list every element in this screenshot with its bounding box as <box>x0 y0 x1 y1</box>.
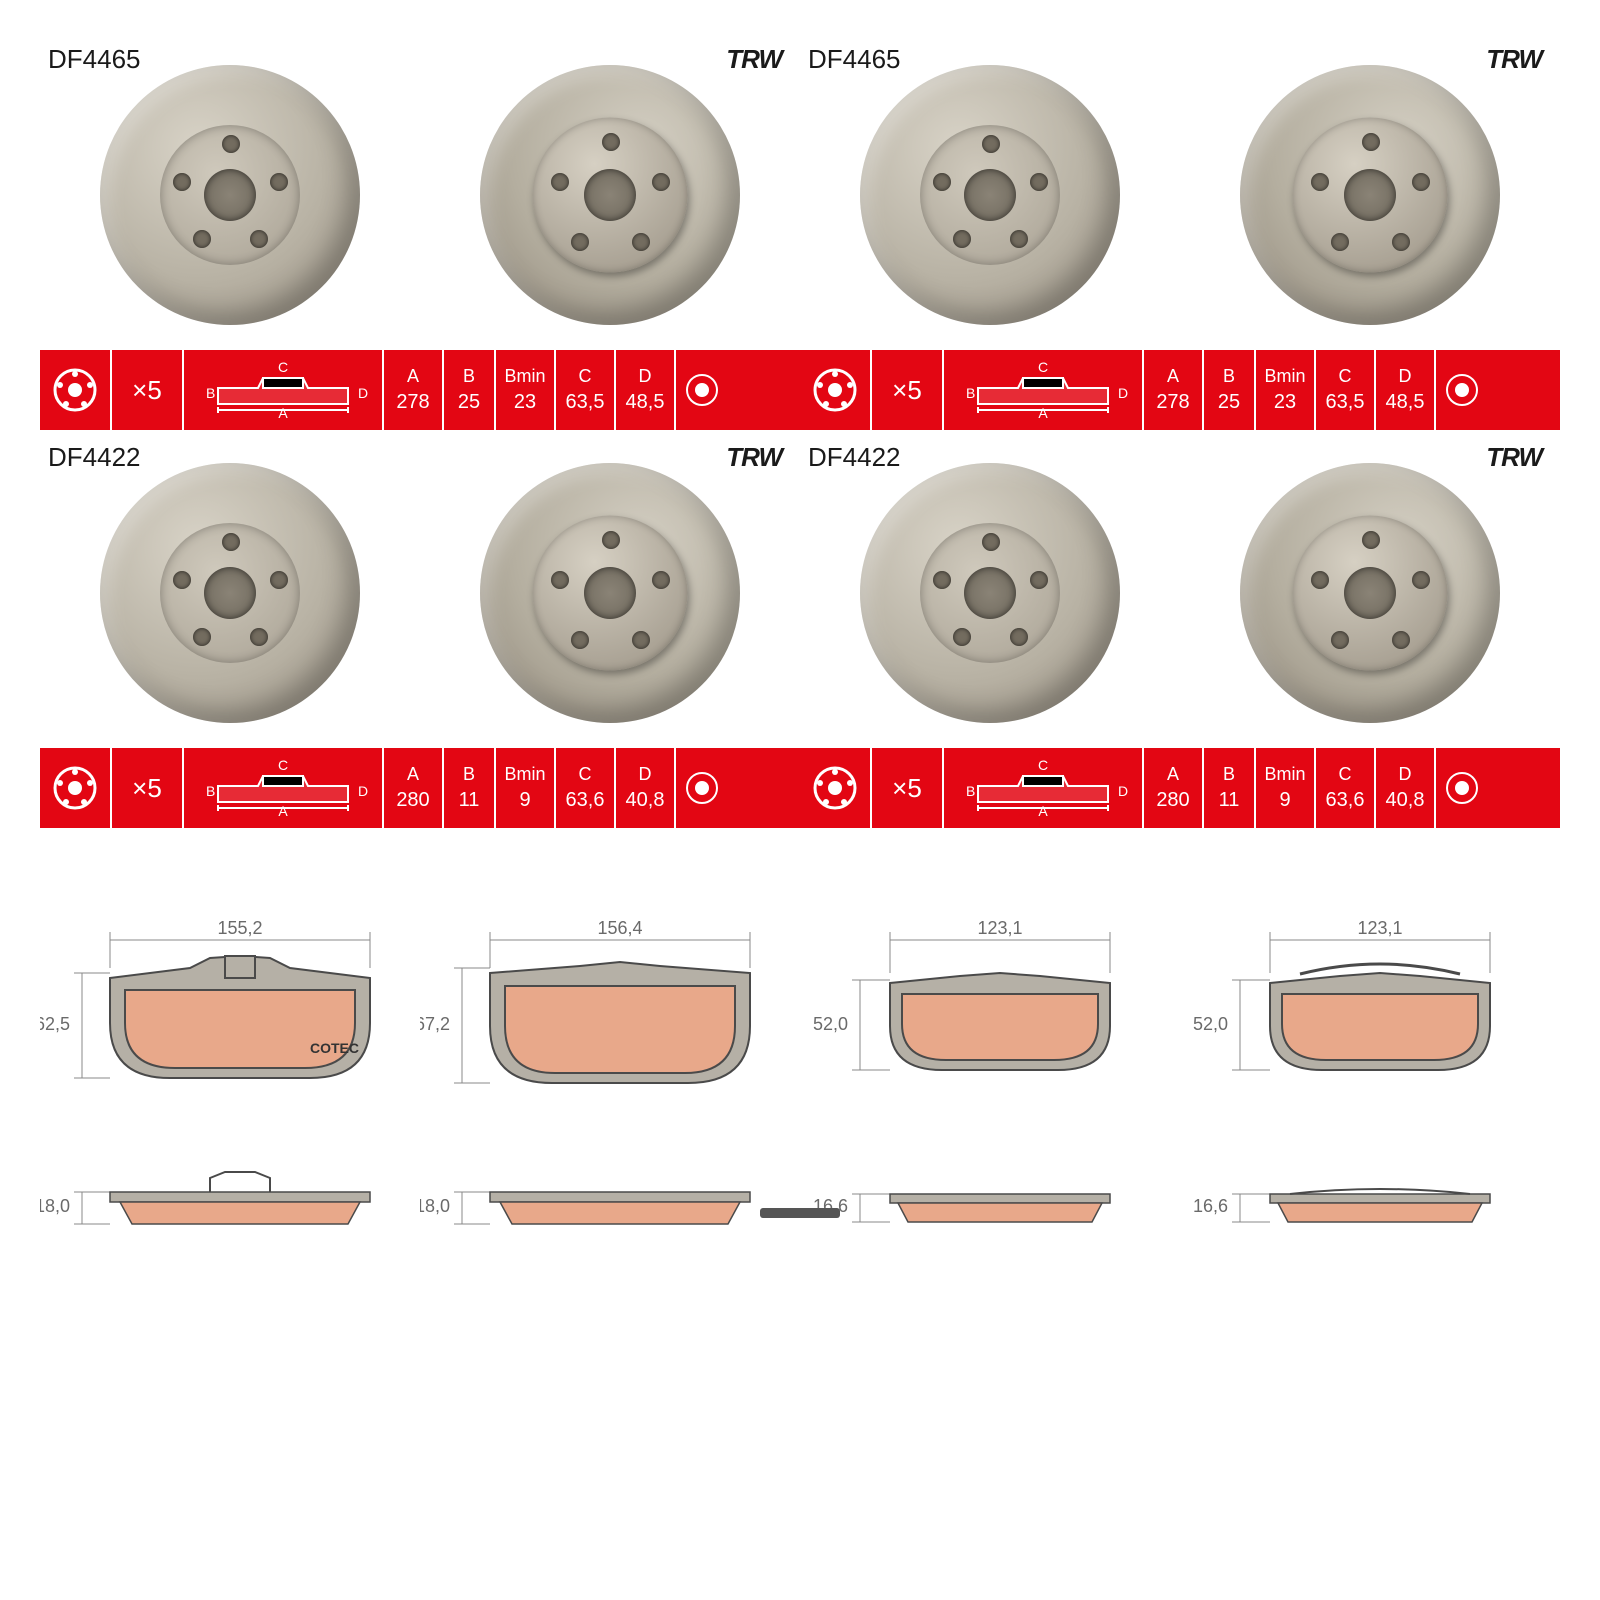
svg-text:123,1: 123,1 <box>1357 918 1402 938</box>
pad-thickness: 18,0 <box>40 1196 70 1216</box>
svg-text:B: B <box>206 385 215 401</box>
hat-profile-icon <box>1436 350 1488 430</box>
disc-pair-2a: DF4422 TRW <box>40 438 800 748</box>
svg-text:C: C <box>1038 757 1048 773</box>
svg-text:C: C <box>278 757 288 773</box>
brand-logo: TRW <box>726 442 782 473</box>
svg-text:C: C <box>1038 359 1048 375</box>
part-number: DF4465 <box>48 44 141 75</box>
pad-height: 62,5 <box>40 1014 70 1034</box>
handle-indicator <box>760 1208 840 1218</box>
disc-front-view <box>100 65 360 325</box>
spec-Bmin: Bmin 23 <box>496 350 556 430</box>
svg-text:67,2: 67,2 <box>420 1014 450 1034</box>
svg-text:123,1: 123,1 <box>977 918 1022 938</box>
pad-logo: COTEC <box>310 1040 359 1056</box>
part-number: DF4465 <box>808 44 901 75</box>
spec-D: D 48,5 <box>616 350 676 430</box>
spec-half: ×5 C B D A <box>40 350 800 430</box>
svg-text:B: B <box>966 783 975 799</box>
brand-logo: TRW <box>726 44 782 75</box>
disc-row-1: DF4465 TRW <box>40 40 1560 350</box>
svg-text:52,0: 52,0 <box>813 1014 848 1034</box>
disc-pair-1a: DF4465 TRW <box>40 40 800 350</box>
disc-pair-1b: DF4465 TRW <box>800 40 1560 350</box>
disc-front-view <box>100 463 360 723</box>
brake-pads-section: 155,2 62,5 COTEC <box>40 918 1560 1278</box>
bolt-pattern-icon <box>800 350 872 430</box>
pad-drawing-1: 155,2 62,5 COTEC <box>40 918 400 1278</box>
brand-logo: TRW <box>1486 44 1542 75</box>
svg-text:A: A <box>1038 803 1048 819</box>
cross-section-icon: C B D A <box>944 350 1144 430</box>
svg-text:A: A <box>278 803 288 819</box>
brand-logo: TRW <box>1486 442 1542 473</box>
svg-text:B: B <box>206 783 215 799</box>
disc-front-view <box>860 65 1120 325</box>
disc-back-view <box>1240 65 1500 325</box>
cross-section-icon: C B D A <box>184 350 384 430</box>
pad-drawing-3: 123,1 52,0 16,6 <box>800 918 1160 1278</box>
spec-C: C 63,5 <box>556 350 616 430</box>
disc-back-view <box>1240 463 1500 723</box>
spec-bar-1: ×5 C B D A <box>40 350 1560 430</box>
spec-A: A 278 <box>384 350 444 430</box>
svg-text:A: A <box>1038 405 1048 421</box>
svg-text:D: D <box>1118 385 1128 401</box>
svg-text:B: B <box>966 385 975 401</box>
disc-row-2: DF4422 TRW <box>40 438 1560 748</box>
disc-back-view <box>480 65 740 325</box>
pad-drawing-4: 123,1 52,0 16,6 <box>1180 918 1540 1278</box>
bolt-count: ×5 <box>872 350 944 430</box>
spec-B: B 25 <box>444 350 496 430</box>
svg-text:C: C <box>278 359 288 375</box>
part-number: DF4422 <box>48 442 141 473</box>
hat-profile-icon <box>676 350 728 430</box>
svg-text:D: D <box>358 385 368 401</box>
svg-text:D: D <box>358 783 368 799</box>
part-number: DF4422 <box>808 442 901 473</box>
svg-text:18,0: 18,0 <box>420 1196 450 1216</box>
bolt-count: ×5 <box>112 350 184 430</box>
disc-back-view <box>480 463 740 723</box>
svg-text:156,4: 156,4 <box>597 918 642 938</box>
disc-front-view <box>860 463 1120 723</box>
pad-width: 155,2 <box>217 918 262 938</box>
spec-half: ×5 C B D A <box>800 350 1560 430</box>
pad-drawing-2: 156,4 67,2 18,0 <box>420 918 780 1278</box>
spec-bar-2: ×5 CBDA A280 B11 Bmin9 C63,6 D40,8 ×5 CB… <box>40 748 1560 828</box>
svg-text:D: D <box>1118 783 1128 799</box>
disc-pair-2b: DF4422 TRW <box>800 438 1560 748</box>
bolt-pattern-icon <box>40 350 112 430</box>
svg-text:52,0: 52,0 <box>1193 1014 1228 1034</box>
svg-text:16,6: 16,6 <box>1193 1196 1228 1216</box>
svg-text:A: A <box>278 405 288 421</box>
brake-discs-section: DF4465 TRW <box>40 40 1560 828</box>
